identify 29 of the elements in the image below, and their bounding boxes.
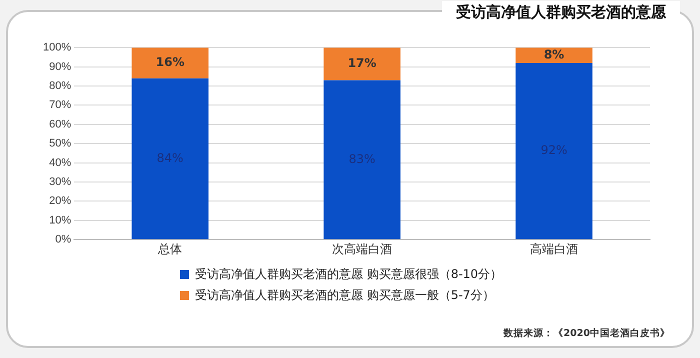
chart-title: 受访高净值人群购买老酒的意愿 [442,1,680,24]
y-tick-label: 30% [49,176,72,188]
data-label: 16% [156,55,184,70]
bar [132,48,209,78]
y-tick-label: 70% [49,99,72,112]
y-tick-label: 20% [49,195,72,208]
bar [132,78,209,240]
y-tick-label: 80% [49,80,72,92]
y-tick-label: 0% [55,234,72,246]
bar [324,80,400,240]
y-tick-label: 10% [49,214,72,226]
legend-label: 受访高净值人群购买老酒的意愿 购买意愿一般（5-7分） [195,287,494,304]
bar [516,62,592,240]
y-tick-label: 90% [49,60,72,73]
data-label: 84% [156,150,184,165]
bar [324,48,400,80]
source-note: 数据来源：《2020中国老酒白皮书》 [504,327,670,340]
x-tick-label: 高端白酒 [530,242,578,256]
data-label: 17% [348,56,376,70]
data-label: 92% [540,143,568,158]
x-tick-label: 总体 [157,242,182,256]
y-tick-label: 40% [49,156,72,169]
x-tick-label: 次高端白酒 [332,242,392,256]
y-tick-label: 100% [42,42,72,54]
y-tick-label: 60% [49,118,72,130]
y-tick-label: 50% [49,138,72,150]
data-label: 83% [348,152,376,166]
data-label: 8% [544,47,564,62]
legend-label: 受访高净值人群购买老酒的意愿 购买意愿很强（8-10分） [195,266,502,283]
